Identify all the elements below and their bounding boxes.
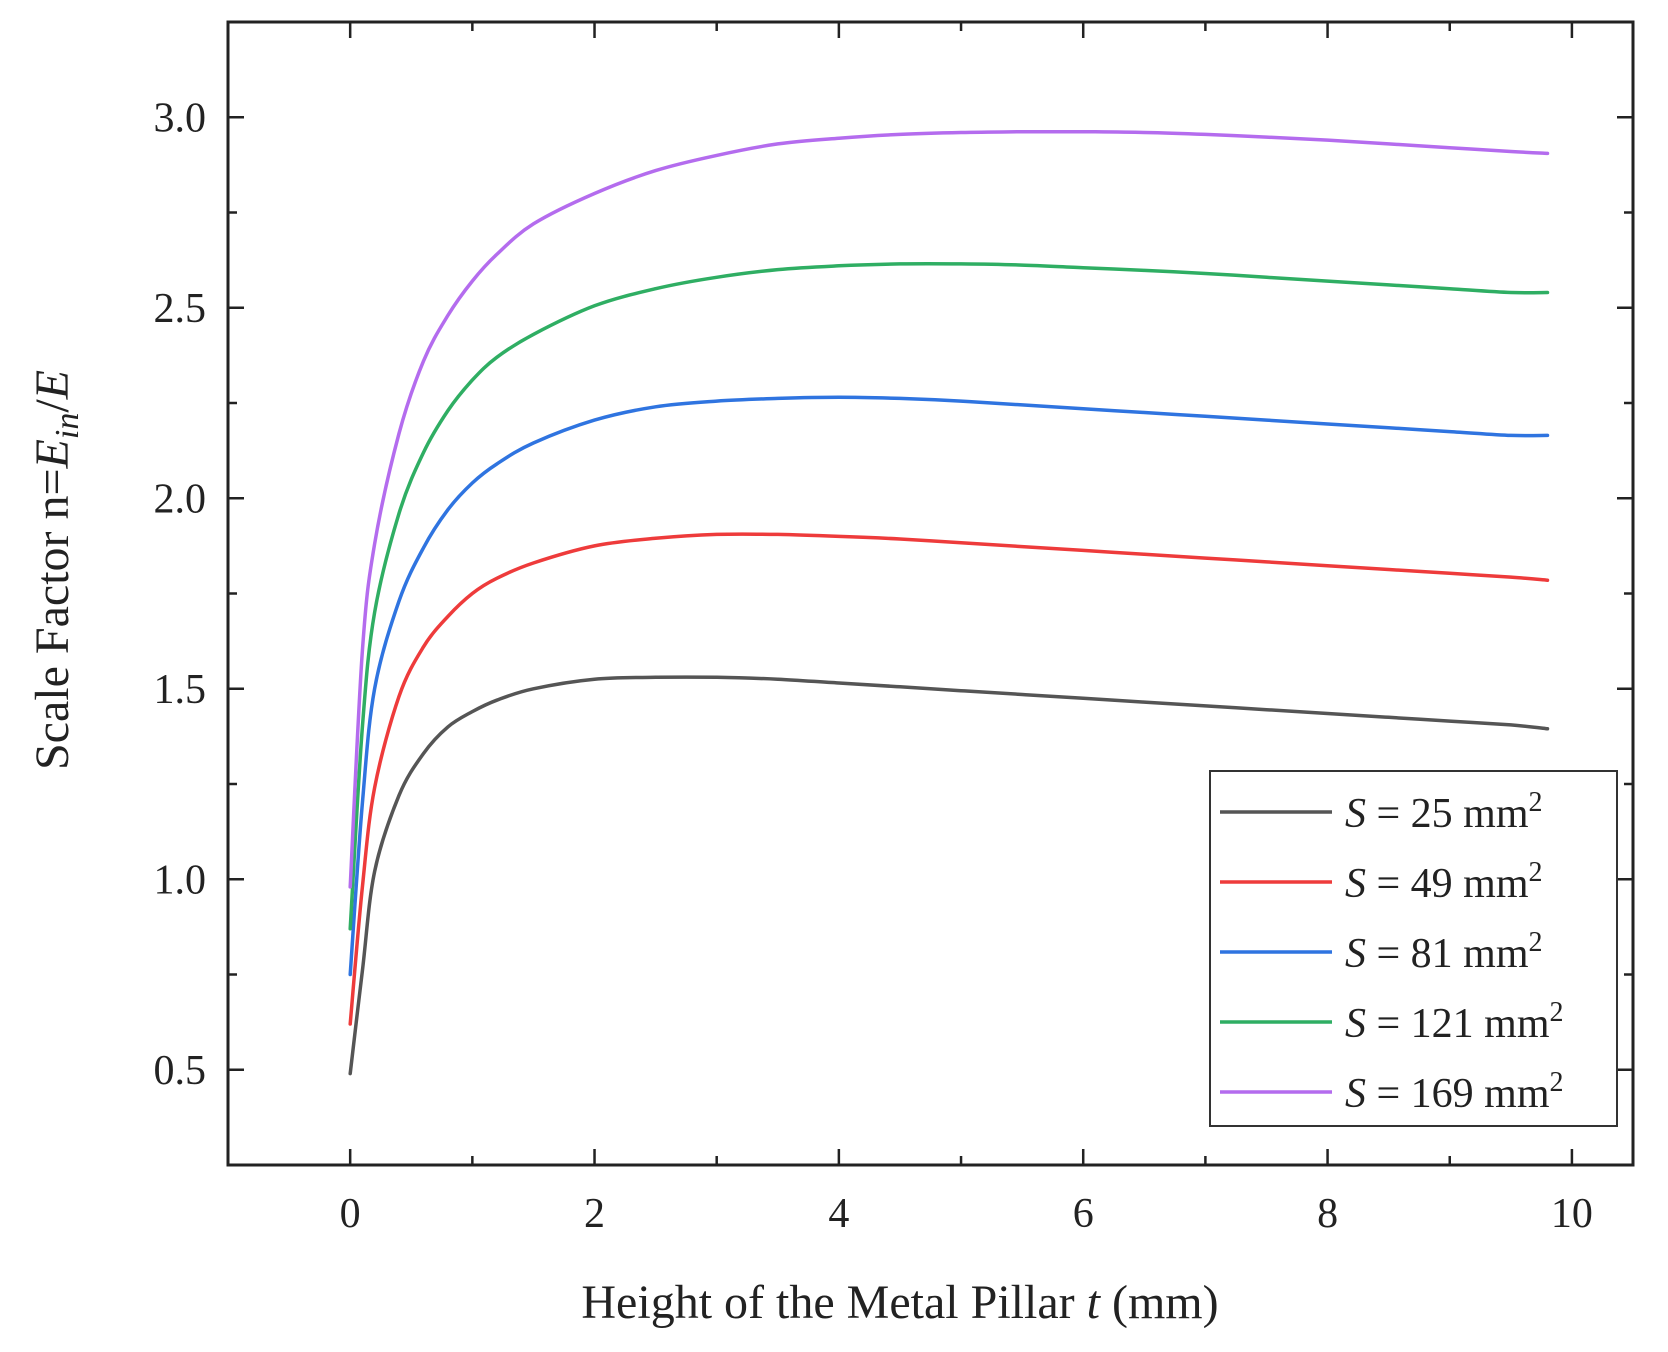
x-tick-label-1: 2 [584, 1191, 605, 1237]
tick-layer: 0 2 4 6 8 10 0.5 1.0 1.5 2.0 2.5 3.0 [154, 20, 1633, 1237]
legend: S = 25 mm2 S = 49 mm2 S = 81 mm2 S = 121 mm… [1209, 770, 1618, 1127]
series-line-1 [348, 532, 1550, 1026]
series-layer [348, 129, 1550, 1076]
legend-label-3: S = 121 mm2 [1345, 997, 1564, 1047]
x-tick-label-4: 8 [1317, 1191, 1338, 1237]
x-axis-label: Height of the Metal Pillar t (mm) [581, 1276, 1218, 1329]
y-tick-label-3: 2.0 [154, 476, 207, 522]
x-tick-label-2: 4 [828, 1191, 849, 1237]
x-tick-label-0: 0 [340, 1191, 361, 1237]
legend-box [1209, 770, 1618, 1127]
series-line-3 [348, 261, 1550, 931]
legend-label-1: S = 49 mm2 [1345, 857, 1543, 907]
x-tick-label-3: 6 [1073, 1191, 1094, 1237]
legend-label-0: S = 25 mm2 [1345, 787, 1543, 837]
y-tick-label-5: 3.0 [154, 95, 207, 141]
x-tick-label-5: 10 [1551, 1191, 1593, 1237]
series-line-4 [348, 129, 1550, 889]
series-line-2 [348, 395, 1550, 977]
y-tick-label-2: 1.5 [154, 667, 207, 713]
legend-label-4: S = 169 mm2 [1345, 1067, 1564, 1117]
plot-frame [226, 20, 1635, 1167]
y-tick-label-0: 0.5 [154, 1048, 207, 1094]
series-line-0 [348, 675, 1550, 1076]
y-axis-label: Scale Factor n=Ein/E [26, 370, 86, 770]
y-tick-label-4: 2.5 [154, 286, 207, 332]
y-tick-label-1: 1.0 [154, 857, 207, 903]
legend-label-2: S = 81 mm2 [1345, 927, 1543, 977]
